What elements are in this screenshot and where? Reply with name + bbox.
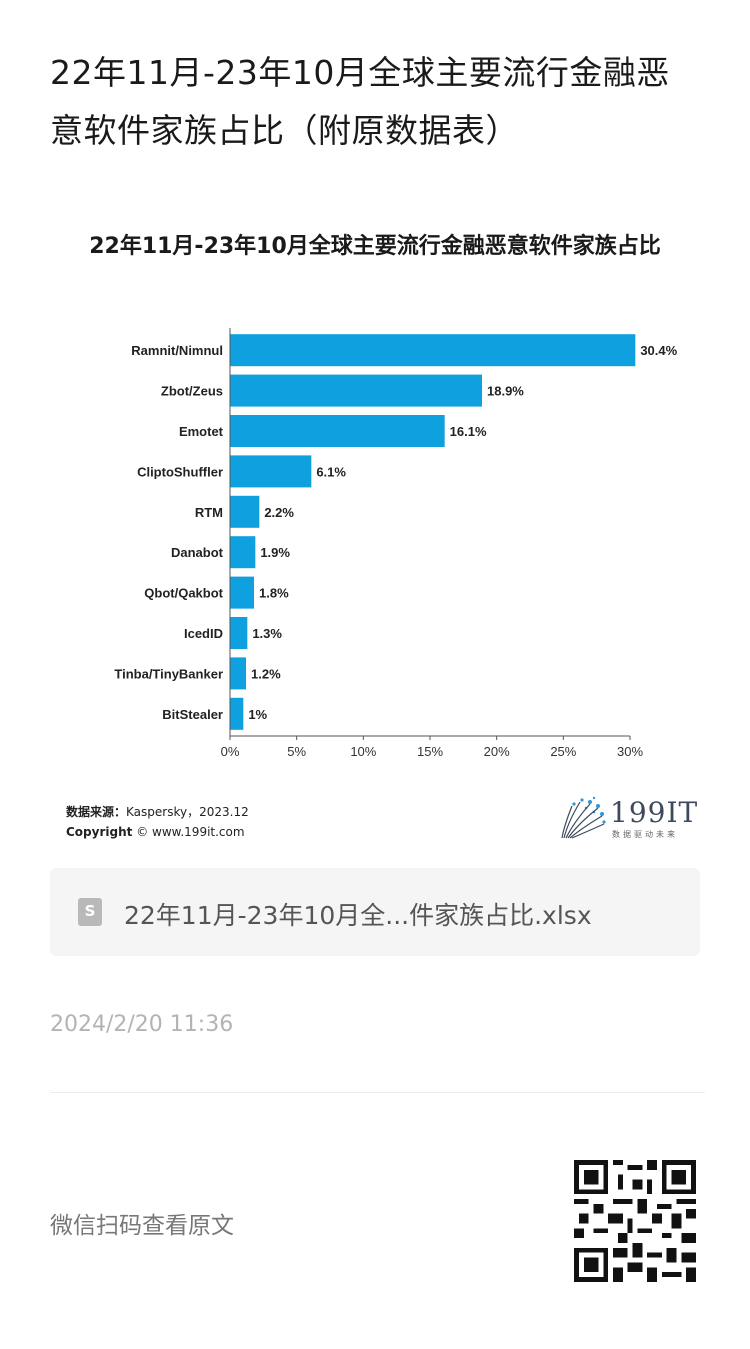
data-label: 1.2% [251, 666, 281, 681]
x-tick-label: 25% [550, 744, 576, 759]
chart-title: 22年11月-23年10月全球主要流行金融恶意软件家族占比 [89, 234, 661, 259]
bar [230, 415, 445, 447]
category-label: RTM [195, 505, 223, 520]
x-tick-label: 15% [417, 744, 443, 759]
article-title: 22年11月-23年10月全球主要流行金融恶意软件家族占比（附原数据表） [50, 53, 670, 150]
bar [230, 455, 312, 488]
bar [230, 697, 244, 730]
qr-code-icon[interactable] [574, 1160, 696, 1282]
category-label: IcedID [184, 626, 223, 641]
category-label: Zbot/Zeus [161, 384, 223, 399]
x-tick-label: 5% [287, 744, 306, 759]
attachment-file-name[interactable]: 22年11月-23年10月全...件家族占比.xlsx [124, 901, 592, 930]
source-label: 数据来源： [66, 805, 127, 819]
source-info: 数据来源：Kaspersky，2023.12 Copyright © www.1… [66, 802, 249, 842]
data-label: 16.1% [450, 424, 487, 439]
data-label: 1.3% [252, 626, 282, 641]
data-label: 1.9% [260, 545, 290, 560]
data-label: 18.9% [487, 384, 524, 399]
x-tick-label: 20% [484, 744, 510, 759]
spreadsheet-file-icon [78, 898, 102, 926]
bar-chart: Ramnit/Nimnul 30.4% Zbot/Zeus 18.9% Emotet 16… [114, 328, 678, 759]
bar [230, 374, 482, 407]
bar [230, 495, 260, 528]
bar [230, 576, 254, 609]
data-label: 1% [248, 707, 267, 722]
bar [230, 617, 248, 649]
x-tick-label: 10% [350, 744, 376, 759]
source-text: Kaspersky，2023.12 [126, 805, 249, 819]
data-label: 2.2% [264, 505, 294, 520]
category-label: Danabot [171, 545, 224, 560]
dandelion-logo-icon [561, 796, 606, 839]
data-label: 30.4% [640, 343, 677, 358]
publish-date: 2024/2/20 11:36 [50, 1012, 234, 1037]
data-label: 1.8% [259, 586, 289, 601]
copyright-label: Copyright [66, 825, 133, 839]
scan-prompt: 微信扫码查看原文 [50, 1213, 234, 1239]
category-label: Emotet [179, 424, 224, 439]
copyright-text: © www.199it.com [136, 825, 245, 839]
divider [50, 1092, 705, 1093]
category-label: Tinba/TinyBanker [114, 666, 223, 681]
x-tick-label: 30% [617, 744, 643, 759]
category-label: CliptoShuffler [137, 464, 223, 479]
category-label: BitStealer [162, 707, 223, 722]
attachment-card[interactable]: 22年11月-23年10月全...件家族占比.xlsx [50, 868, 700, 956]
data-label: 6.1% [316, 464, 346, 479]
category-label: Qbot/Qakbot [144, 586, 223, 601]
bar [230, 334, 636, 367]
logo-text: 199IT [610, 796, 699, 829]
bar [230, 657, 246, 690]
bar [230, 536, 256, 569]
category-label: Ramnit/Nimnul [131, 343, 223, 358]
brand-logo: 199IT 数据驱动未来 [560, 796, 700, 842]
x-tick-label: 0% [221, 744, 240, 759]
logo-subtitle: 数据驱动未来 [612, 830, 678, 839]
